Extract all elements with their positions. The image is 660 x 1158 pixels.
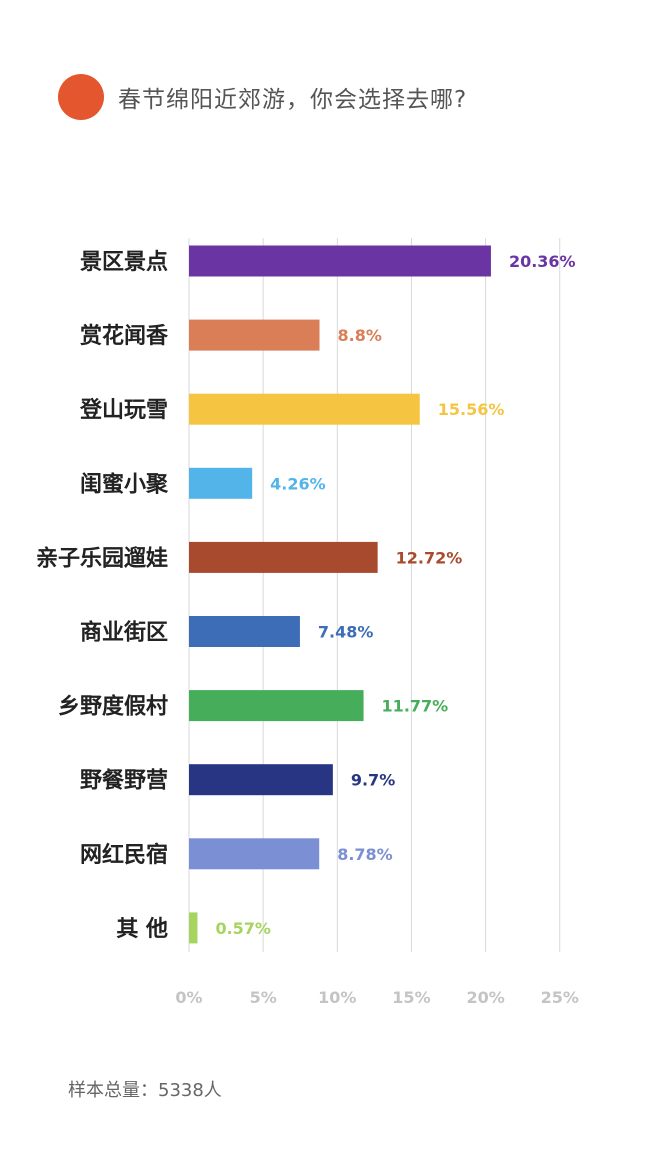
x-tick-label: 10% (318, 988, 356, 1007)
chart-header: 春节绵阳近郊游，你会选择去哪? (58, 74, 468, 120)
data-label: 20.36% (509, 252, 576, 271)
x-tick-label: 15% (392, 988, 430, 1007)
sample-size-note: 样本总量：5338人 (68, 1080, 222, 1101)
data-label: 4.26% (270, 474, 326, 493)
bar (189, 764, 333, 796)
bar (189, 393, 420, 425)
bar (189, 616, 300, 647)
bar (189, 541, 378, 573)
data-label: 12.72% (396, 548, 463, 567)
category-label: 亲子乐园遛娃 (36, 545, 168, 571)
data-label: 0.57% (215, 919, 271, 938)
category-label: 登山玩雪 (79, 398, 168, 423)
bar (189, 245, 491, 277)
data-label: 7.48% (318, 623, 374, 642)
x-tick-label: 0% (175, 988, 202, 1007)
data-label: 11.77% (382, 697, 449, 716)
chart-title: 春节绵阳近郊游，你会选择去哪? (118, 87, 468, 113)
category-label: 赏花闻香 (80, 323, 168, 349)
data-label: 15.56% (438, 400, 505, 419)
x-tick-label: 5% (250, 988, 277, 1007)
category-label: 野餐野营 (80, 769, 168, 794)
data-label: 8.78% (337, 845, 393, 864)
x-tick-label: 25% (541, 988, 579, 1007)
bar (189, 838, 320, 870)
category-label: 闺蜜小聚 (80, 471, 169, 497)
category-label: 景区景点 (80, 249, 168, 275)
orange-dot-icon (58, 74, 104, 120)
bar (189, 467, 253, 499)
category-label: 网红民宿 (80, 842, 168, 868)
category-label: 商业街区 (80, 620, 168, 646)
bar (189, 912, 198, 944)
data-label: 9.7% (351, 771, 395, 790)
bar (189, 319, 320, 351)
bar (189, 690, 364, 722)
x-tick-label: 20% (466, 988, 504, 1007)
data-label: 8.8% (338, 326, 382, 345)
category-label: 其 他 (116, 917, 168, 942)
category-label: 乡野度假村 (58, 694, 168, 720)
bar-chart: 0% 5% 10% 15% 20% 25% 景区景点 20.36% 赏花闻香 8.8% 登山玩雪 15… (36, 238, 579, 1007)
